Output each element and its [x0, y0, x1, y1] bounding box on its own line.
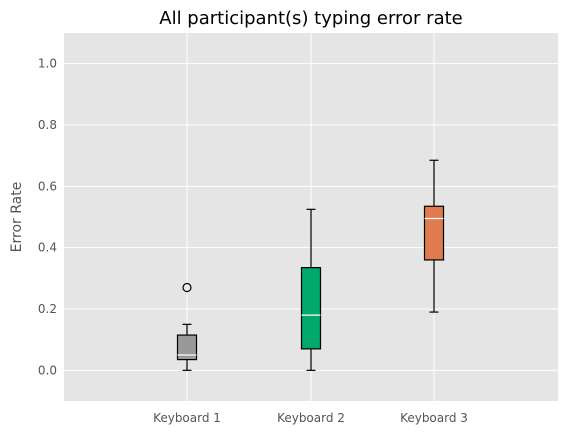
box-2 — [300, 208, 322, 371]
y-tick-label: 0.6 — [38, 179, 57, 193]
y-axis-label: Error Rate — [9, 182, 25, 253]
boxes — [176, 159, 445, 371]
x-tick-labels: Keyboard 1 Keyboard 2 Keyboard 3 — [153, 411, 468, 425]
y-tick-label: 0.0 — [38, 363, 57, 377]
y-tick-label: 0.2 — [38, 302, 57, 316]
iqr-box — [423, 205, 445, 261]
x-tick-label: Keyboard 3 — [400, 411, 468, 425]
x-tick-label: Keyboard 2 — [277, 411, 345, 425]
iqr-box — [300, 267, 322, 350]
x-tick-label: Keyboard 1 — [153, 411, 221, 425]
chart-title: All participant(s) typing error rate — [159, 8, 462, 29]
y-tick-labels: 0.0 0.2 0.4 0.6 0.8 1.0 — [38, 57, 57, 378]
outlier-point — [182, 282, 192, 293]
y-tick-label: 0.4 — [38, 241, 57, 255]
y-tick-label: 1.0 — [38, 57, 57, 71]
y-tick-label: 0.8 — [38, 118, 57, 132]
box-3 — [423, 159, 445, 313]
box-1 — [176, 282, 198, 371]
iqr-box — [176, 334, 198, 361]
